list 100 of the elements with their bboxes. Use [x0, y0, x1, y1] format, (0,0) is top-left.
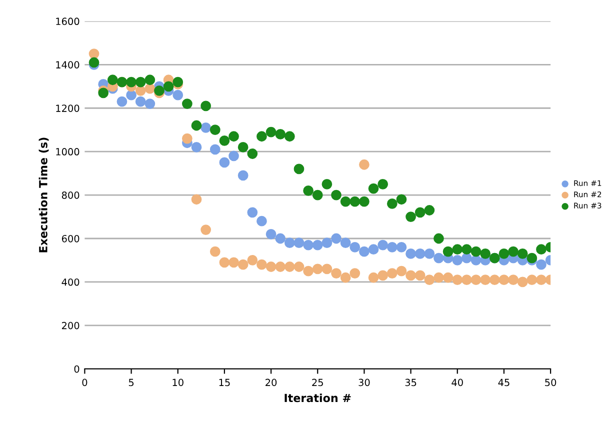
point: [144, 74, 156, 86]
point: [247, 255, 258, 266]
point: [135, 76, 146, 88]
point: [406, 248, 416, 259]
x-tick-label: 15: [219, 378, 230, 386]
y-tick-label: 800: [62, 192, 80, 199]
y-tick-label: 400: [62, 278, 80, 286]
point: [406, 212, 416, 222]
point: [434, 272, 444, 283]
point: [359, 246, 370, 257]
point: [144, 98, 156, 109]
point: [322, 238, 332, 248]
point: [284, 262, 295, 272]
point: [378, 270, 388, 281]
y-tick-label: 1400: [56, 61, 80, 68]
point: [238, 142, 248, 152]
point: [294, 262, 304, 272]
point: [470, 274, 482, 285]
point: [378, 240, 388, 250]
point: [414, 248, 426, 259]
point: [526, 252, 538, 264]
point: [452, 274, 463, 285]
point: [368, 244, 379, 255]
point: [359, 196, 370, 207]
y-tick-label: 1600: [56, 18, 80, 26]
point: [294, 238, 304, 248]
point: [480, 274, 491, 285]
point: [191, 194, 202, 205]
point: [219, 257, 230, 268]
point: [386, 268, 398, 278]
point: [238, 259, 248, 270]
point: [266, 126, 276, 138]
point: [275, 233, 286, 244]
x-tick-label: 30: [358, 378, 370, 386]
point: [340, 196, 351, 207]
point: [536, 274, 546, 285]
point: [424, 205, 435, 216]
point: [172, 76, 184, 88]
y-axis-title: Execution Time (s): [38, 138, 49, 252]
point: [312, 264, 323, 274]
point: [434, 233, 444, 244]
x-tick-label: 40: [452, 378, 463, 386]
point: [462, 274, 472, 285]
point: [442, 246, 454, 257]
point: [303, 186, 314, 196]
point: [200, 100, 212, 112]
point: [294, 164, 304, 174]
point: [322, 178, 332, 190]
point: [331, 268, 342, 278]
point: [98, 88, 109, 98]
point: [266, 262, 276, 272]
point: [182, 98, 192, 109]
x-tick-label: 50: [545, 378, 556, 386]
point: [116, 96, 128, 107]
y-tick-label: 0: [74, 365, 80, 373]
point: [275, 262, 286, 272]
point: [172, 90, 184, 100]
y-tick-label: 1200: [56, 104, 80, 112]
point: [312, 240, 323, 250]
point: [256, 259, 267, 270]
point: [536, 244, 546, 255]
point: [470, 246, 482, 257]
point: [247, 148, 258, 159]
point: [88, 48, 100, 59]
point: [238, 170, 248, 181]
point: [396, 194, 407, 205]
y-tick-label: 600: [62, 234, 80, 242]
point: [322, 264, 332, 274]
point: [396, 266, 407, 276]
point: [368, 272, 379, 283]
point: [406, 270, 416, 281]
point: [210, 124, 220, 136]
point: [386, 198, 398, 209]
point: [107, 74, 118, 86]
point: [126, 90, 136, 100]
point: [489, 274, 500, 285]
x-tick-label: 10: [172, 378, 184, 386]
point: [210, 144, 220, 155]
point: [256, 131, 267, 142]
point: [135, 96, 146, 107]
x-tick-label: 20: [266, 378, 277, 386]
point: [536, 259, 546, 270]
point: [517, 276, 528, 288]
point: [182, 133, 192, 144]
point: [191, 120, 202, 131]
point: [526, 274, 538, 285]
point: [508, 246, 518, 257]
point: [368, 183, 379, 194]
point: [210, 246, 220, 257]
point: [191, 142, 202, 152]
point: [424, 274, 435, 285]
point: [275, 129, 286, 140]
point: [340, 272, 351, 283]
point: [508, 274, 518, 285]
point: [284, 131, 295, 142]
point: [228, 150, 239, 162]
point: [219, 136, 230, 146]
point: [154, 86, 164, 96]
point: [200, 122, 212, 133]
x-tick-label: 25: [312, 378, 323, 386]
